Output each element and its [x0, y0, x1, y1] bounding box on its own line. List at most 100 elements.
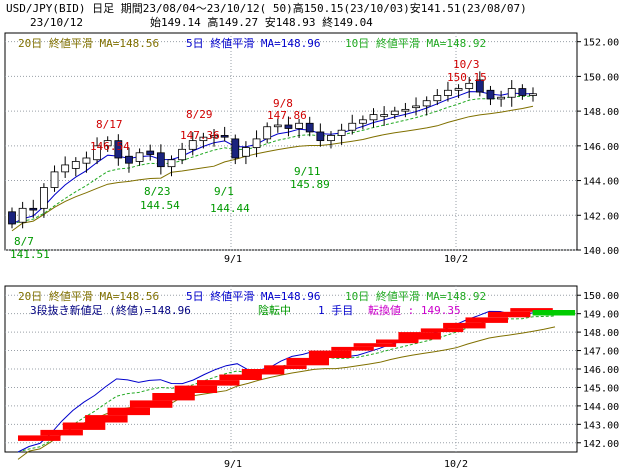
y-tick-label: 146.00 — [583, 142, 619, 153]
candle — [465, 76, 474, 99]
y-tick-label: 150.00 — [583, 72, 619, 83]
candle — [337, 123, 346, 145]
legend-bottom-reversal: 転換値 : 149.35 — [368, 304, 461, 317]
brick-down — [532, 310, 576, 316]
candle — [39, 183, 48, 218]
candle — [529, 87, 537, 102]
candle — [284, 116, 293, 137]
candle — [518, 84, 527, 100]
brick-up — [152, 393, 195, 401]
candle — [497, 90, 506, 107]
candle — [61, 156, 70, 178]
candle — [199, 132, 208, 149]
candle — [433, 89, 442, 106]
annotation-high-value: 150.15 — [447, 71, 487, 84]
brick-up — [174, 385, 218, 393]
brick-up — [510, 308, 553, 312]
legend-bottom-three-line: 3段抜き新値足 (終値)=148.96 — [30, 303, 191, 317]
candle — [71, 157, 80, 177]
candle — [231, 134, 240, 165]
candle — [444, 81, 452, 102]
brick-up — [264, 365, 307, 369]
annotation-low-date: 8/7 — [14, 235, 34, 248]
candle-panel-grid — [5, 33, 577, 251]
annotation-high-date: 8/17 — [96, 118, 123, 131]
brick-up — [129, 400, 173, 408]
three-line-panel-y-ticks: 142.00 143.00 144.00 145.00 146.00 147.00 148.… — [577, 291, 619, 450]
y-tick-label: 148.00 — [583, 328, 619, 339]
candle — [82, 151, 91, 173]
candle — [412, 97, 420, 116]
candle — [454, 84, 463, 99]
brick-up — [465, 317, 508, 323]
brick-up — [487, 311, 531, 318]
annotation-low-value: 144.44 — [210, 202, 250, 215]
legend-bottom-ma5: 5日 終値平滑 MA=148.96 — [186, 289, 320, 303]
y-tick-label: 145.00 — [583, 383, 619, 394]
y-tick-label: 149.00 — [583, 310, 619, 321]
three-line-break-series — [18, 308, 576, 441]
brick-up — [18, 435, 61, 441]
annotation-high-date: 10/3 — [453, 58, 480, 71]
candle — [18, 201, 27, 229]
y-tick-label: 152.00 — [583, 38, 619, 49]
candle — [135, 148, 144, 166]
x-tick-top-10-2: 10/2 — [444, 254, 468, 265]
header-title: USD/JPY(BID) 日足 期間23/08/04～23/10/12( 50)… — [6, 1, 527, 15]
brick-up — [241, 369, 285, 375]
brick-up — [376, 339, 419, 344]
candle — [125, 147, 133, 173]
ma20-line — [11, 105, 534, 232]
candle — [103, 136, 112, 152]
brick-up — [398, 332, 441, 340]
candle — [114, 134, 123, 166]
brick-up — [308, 350, 352, 358]
x-tick-bottom-9-1: 9/1 — [224, 459, 242, 470]
brick-up — [107, 407, 150, 416]
brick-up — [420, 328, 464, 333]
candle — [475, 71, 484, 97]
annotation-high-date: 9/8 — [273, 97, 293, 110]
legend-bottom-ma20: 20日 終値平滑 MA=148.56 — [18, 289, 159, 303]
candle — [178, 142, 187, 165]
legend-bottom-ma10: 10日 終値平滑 MA=148.92 — [345, 289, 486, 303]
legend-bottom-count: 1 手目 — [318, 303, 353, 317]
x-tick-top-9-1: 9/1 — [224, 254, 242, 265]
y-tick-label: 148.00 — [583, 107, 619, 118]
annotation-high-date: 8/29 — [186, 108, 213, 121]
candle — [156, 144, 165, 175]
annotation-high-value: 147.36 — [180, 129, 220, 142]
y-tick-label: 144.00 — [583, 177, 619, 188]
legend-top-ma5: 5日 終値平滑 MA=148.96 — [186, 36, 320, 50]
candle — [507, 80, 516, 107]
y-tick-label: 144.00 — [583, 402, 619, 413]
candle — [380, 106, 389, 126]
candle — [146, 144, 155, 161]
brick-up — [40, 429, 83, 436]
candle — [348, 114, 357, 135]
candle-panel-moving-averages — [11, 91, 534, 232]
y-tick-label: 142.00 — [583, 439, 619, 450]
y-tick-label: 140.00 — [583, 246, 619, 257]
ma10-line — [11, 95, 534, 225]
annotation-low-date: 9/1 — [214, 185, 234, 198]
candle-panel-frame — [4, 32, 578, 251]
candle — [316, 123, 325, 147]
annotation-low-date: 9/11 — [294, 165, 321, 178]
annotation-high-value: 146.54 — [90, 140, 130, 153]
brick-up — [85, 415, 128, 423]
legend-top-ma10: 10日 終値平滑 MA=148.92 — [345, 36, 486, 50]
candle — [486, 85, 495, 106]
candle-panel-y-ticks: 140.00 142.00 144.00 146.00 148.00 150.00 152.… — [577, 38, 619, 257]
legend-bottom-state: 陰転中 — [258, 303, 291, 317]
brick-up — [353, 343, 397, 347]
brick-up — [331, 346, 374, 351]
candle — [358, 115, 367, 130]
candle — [50, 165, 59, 192]
annotation-low-value: 144.54 — [140, 199, 180, 212]
candle — [8, 207, 16, 229]
x-tick-bottom-10-2: 10/2 — [444, 459, 468, 470]
brick-up — [443, 322, 486, 329]
